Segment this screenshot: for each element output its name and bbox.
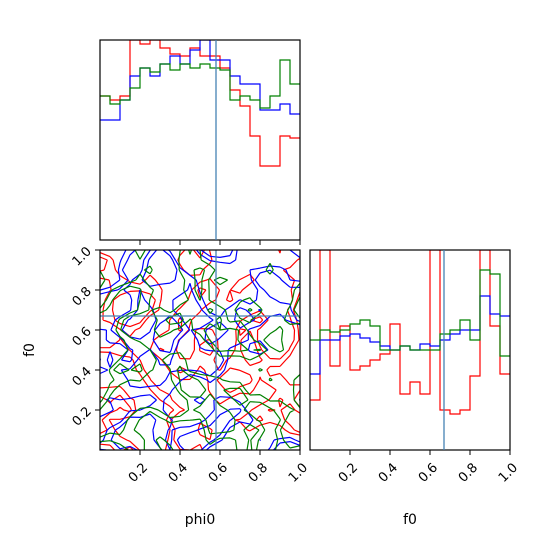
x-tick-label: 0.8 [456, 460, 481, 485]
panel-frame [99, 39, 301, 241]
contour-red [100, 250, 300, 450]
x-tick-label: 0.2 [336, 460, 361, 485]
x-tick-label: 0.2 [126, 460, 151, 485]
contour-phi0-f0-panel: 0.2 0.4 0.6 0.8 1.0 0.2 0.4 0.6 0.8 1.0 [70, 244, 311, 485]
x-tick-label: 0.4 [166, 460, 191, 485]
x-tick-label: 0.8 [246, 460, 271, 485]
histogram-series-group [100, 40, 300, 167]
y-tick-label: 0.6 [70, 324, 95, 349]
contour-green [100, 250, 300, 450]
contour-blue [100, 250, 300, 450]
histogram-f0-panel: 0.2 0.4 0.6 0.8 1.0 [309, 249, 521, 486]
histogram-phi0-panel [99, 39, 301, 245]
histogram-series-green [100, 59, 300, 109]
histogram-series-green [310, 269, 510, 357]
x-axis-label-phi0: phi0 [185, 512, 216, 528]
y-tick-label: 0.2 [70, 404, 95, 429]
panel-frame [99, 249, 301, 451]
x-tick-label: 1.0 [286, 460, 311, 485]
panel-frame [309, 249, 511, 451]
x-axis-label-f0: f0 [403, 512, 417, 528]
x-tick-label: 0.6 [206, 460, 231, 485]
histogram-series-red [100, 40, 300, 167]
x-tick-label: 0.4 [376, 460, 401, 485]
histogram-series-blue [100, 40, 300, 121]
histogram-series-red [310, 250, 510, 415]
y-tick-label: 1.0 [70, 244, 95, 269]
y-tick-label: 0.8 [70, 284, 95, 309]
histogram-series-group [310, 250, 510, 415]
x-tick-label: 0.6 [416, 460, 441, 485]
y-tick-label: 0.4 [70, 364, 95, 389]
contour-lines-group [100, 250, 300, 450]
y-axis-label-f0: f0 [22, 343, 38, 357]
x-tick-label: 1.0 [496, 460, 521, 485]
